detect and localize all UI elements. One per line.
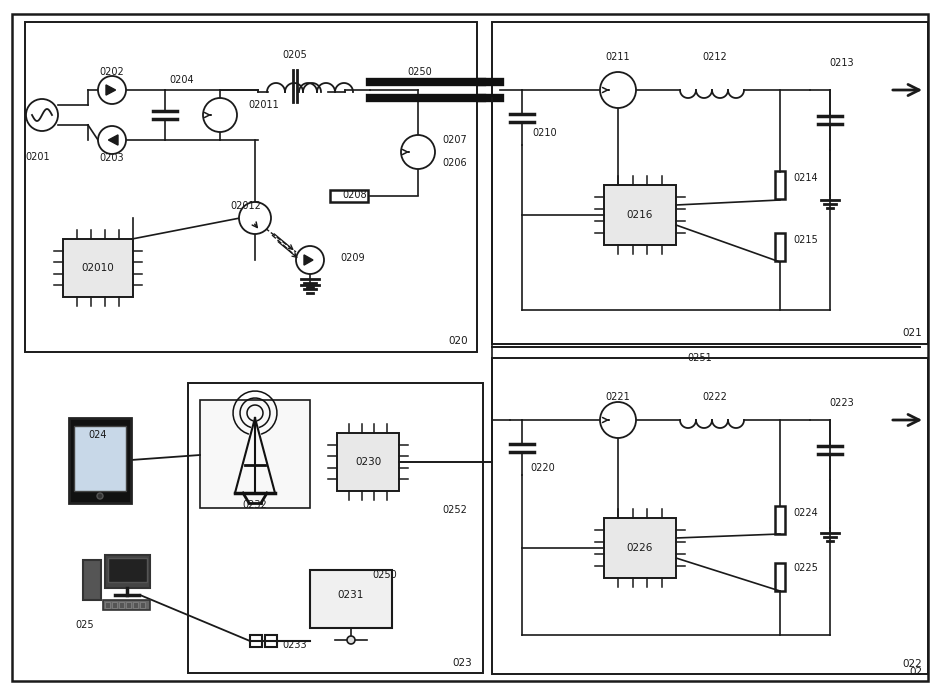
Bar bbox=[492, 22, 928, 344]
Bar bbox=[105, 602, 110, 608]
Circle shape bbox=[401, 135, 435, 169]
Circle shape bbox=[239, 202, 271, 234]
Text: 023: 023 bbox=[452, 658, 472, 668]
Text: 0204: 0204 bbox=[170, 75, 194, 85]
Text: 0205: 0205 bbox=[283, 50, 307, 60]
Bar bbox=[74, 426, 126, 491]
Text: 0222: 0222 bbox=[703, 392, 727, 402]
Circle shape bbox=[600, 72, 636, 108]
Text: 0215: 0215 bbox=[793, 235, 818, 245]
Bar bbox=[250, 635, 262, 647]
Bar bbox=[63, 239, 133, 297]
Text: 0220: 0220 bbox=[530, 463, 556, 473]
Text: 02: 02 bbox=[909, 667, 922, 677]
Text: 0206: 0206 bbox=[442, 158, 466, 168]
Circle shape bbox=[26, 99, 58, 131]
Text: 0251: 0251 bbox=[688, 353, 712, 363]
Bar bbox=[492, 358, 928, 674]
Text: 02012: 02012 bbox=[230, 201, 261, 211]
Text: 0213: 0213 bbox=[830, 58, 854, 68]
Text: 0214: 0214 bbox=[793, 173, 818, 183]
Text: 0252: 0252 bbox=[443, 505, 467, 515]
Text: 0250: 0250 bbox=[373, 570, 398, 580]
Text: 0231: 0231 bbox=[338, 590, 365, 600]
Bar bbox=[108, 558, 147, 582]
Polygon shape bbox=[108, 135, 118, 145]
Text: 0250: 0250 bbox=[408, 67, 432, 77]
Circle shape bbox=[98, 126, 126, 154]
Bar bbox=[140, 602, 145, 608]
Bar bbox=[105, 555, 150, 588]
Text: 0201: 0201 bbox=[25, 152, 50, 162]
Text: 0210: 0210 bbox=[532, 128, 558, 138]
Bar bbox=[200, 400, 310, 508]
Text: 0232: 0232 bbox=[243, 500, 268, 510]
Text: 024: 024 bbox=[88, 430, 106, 440]
Text: 0211: 0211 bbox=[606, 52, 630, 62]
Bar bbox=[775, 233, 785, 261]
Text: 0233: 0233 bbox=[283, 640, 307, 650]
Text: 0226: 0226 bbox=[626, 543, 653, 553]
Bar bbox=[265, 635, 277, 647]
Bar bbox=[775, 506, 785, 534]
Text: 0225: 0225 bbox=[793, 563, 818, 573]
Circle shape bbox=[203, 98, 237, 132]
Bar bbox=[69, 418, 131, 503]
Text: 0208: 0208 bbox=[343, 190, 367, 200]
Bar bbox=[188, 383, 483, 673]
Circle shape bbox=[347, 636, 355, 644]
Text: 022: 022 bbox=[902, 659, 922, 669]
Text: 0207: 0207 bbox=[442, 135, 466, 145]
Text: 0209: 0209 bbox=[340, 253, 365, 263]
Text: 0202: 0202 bbox=[100, 67, 124, 77]
Bar bbox=[103, 600, 150, 610]
Text: 0230: 0230 bbox=[355, 457, 382, 467]
Bar bbox=[604, 518, 676, 578]
Circle shape bbox=[296, 246, 324, 274]
Bar bbox=[83, 560, 101, 600]
Polygon shape bbox=[106, 85, 116, 95]
Circle shape bbox=[600, 402, 636, 438]
Bar bbox=[112, 602, 117, 608]
Bar bbox=[775, 171, 785, 199]
Text: 0216: 0216 bbox=[626, 210, 653, 220]
Text: 0223: 0223 bbox=[830, 398, 854, 408]
Circle shape bbox=[97, 493, 103, 499]
Text: 0224: 0224 bbox=[793, 508, 818, 518]
Text: 02010: 02010 bbox=[82, 263, 114, 273]
Bar bbox=[604, 185, 676, 245]
Bar bbox=[310, 570, 392, 628]
Text: 02011: 02011 bbox=[248, 100, 279, 110]
Text: 020: 020 bbox=[448, 336, 468, 346]
Text: 025: 025 bbox=[75, 620, 93, 630]
Text: 0212: 0212 bbox=[703, 52, 727, 62]
Bar bbox=[330, 190, 368, 202]
Bar bbox=[119, 602, 124, 608]
Bar bbox=[337, 433, 399, 491]
Bar bbox=[133, 602, 138, 608]
Text: 0221: 0221 bbox=[606, 392, 630, 402]
Bar bbox=[126, 602, 131, 608]
Bar bbox=[25, 22, 477, 352]
Text: 0203: 0203 bbox=[100, 153, 124, 163]
Bar bbox=[775, 563, 785, 591]
Text: 021: 021 bbox=[902, 328, 922, 338]
Polygon shape bbox=[304, 255, 313, 265]
Circle shape bbox=[98, 76, 126, 104]
